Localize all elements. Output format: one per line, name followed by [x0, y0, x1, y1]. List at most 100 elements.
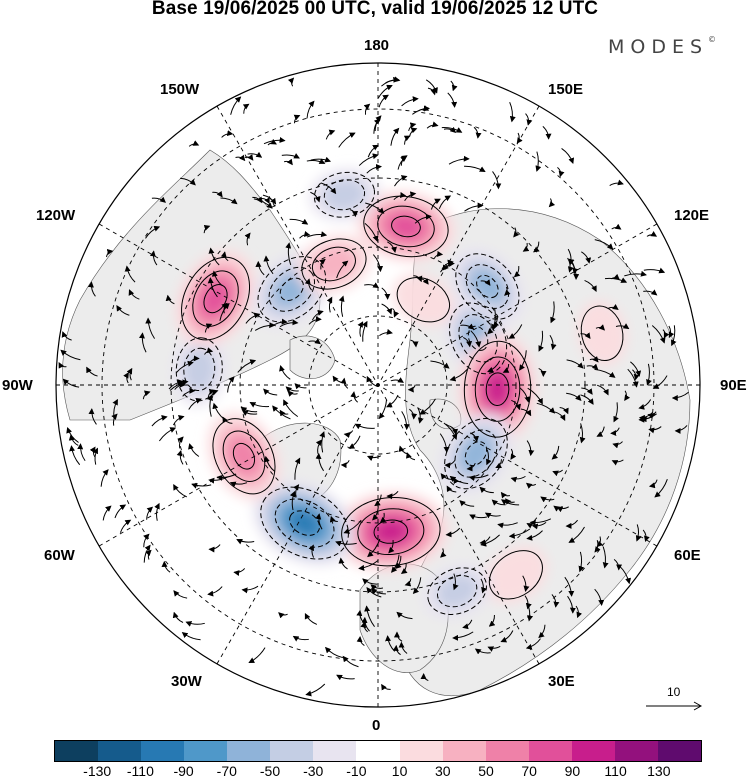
wind-arrow	[439, 433, 450, 453]
wind-arrow	[191, 482, 212, 489]
wind-arrow	[381, 683, 391, 691]
colorbar-ticks: -130 -110 -90 -70 -50 -30 -10 10 30 50 70 90 110 130	[0, 763, 750, 783]
wind-arrow	[646, 363, 652, 386]
wind-arrow	[361, 320, 368, 342]
wind-arrow	[364, 282, 380, 289]
lon-label-120e: 120E	[674, 207, 710, 224]
wind-arrow	[366, 375, 378, 388]
wind-arrow	[394, 175, 408, 187]
wind-arrow	[188, 140, 200, 147]
wind-arrow	[566, 359, 584, 369]
colorbar-segment	[55, 741, 99, 761]
anomaly-contour	[175, 337, 223, 402]
wind-arrow	[207, 394, 213, 417]
wind-arrow	[525, 638, 541, 650]
wind-arrow	[112, 398, 118, 419]
anomaly-contour	[260, 486, 349, 560]
wind-arrow	[69, 445, 81, 466]
wind-arrow	[638, 413, 657, 423]
wind-arrow	[513, 227, 520, 238]
wind-arrow	[580, 394, 594, 405]
wind-arrow	[388, 540, 395, 554]
wind-arrow	[500, 630, 514, 643]
wind-arrow	[343, 430, 354, 438]
wind-arrow	[557, 167, 565, 178]
wind-arrow	[263, 455, 276, 472]
colorbar-tick-label: 50	[478, 763, 494, 779]
wind-arrow	[469, 514, 488, 520]
wind-arrow	[255, 260, 265, 276]
wind-arrow	[211, 270, 223, 287]
wind-arrow	[440, 548, 447, 558]
wind-arrow	[401, 411, 410, 431]
wind-arrow	[236, 538, 255, 545]
wind-arrow	[526, 521, 536, 529]
colorbar-segment	[98, 741, 142, 761]
colorbar-segment	[614, 741, 658, 761]
wind-arrow	[553, 505, 563, 512]
wind-arrow	[519, 350, 527, 371]
wind-arrow	[294, 457, 301, 480]
wind-arrow	[508, 324, 523, 339]
wind-arrow	[338, 295, 345, 317]
wind-arrow	[263, 136, 286, 145]
colorbar-tick-label: -10	[346, 763, 367, 779]
wind-arrow	[208, 476, 229, 484]
wind-arrow	[60, 349, 81, 361]
wind-arrow	[204, 347, 214, 355]
wind-arrow	[305, 683, 326, 697]
wind-arrow	[504, 286, 511, 296]
wind-arrow	[172, 611, 184, 623]
wind-arrow	[203, 224, 211, 234]
wind-vectors	[58, 76, 689, 697]
lon-label-150e: 150E	[548, 81, 584, 98]
wind-arrow	[542, 126, 552, 140]
lon-label-180: 180	[364, 37, 390, 54]
wind-arrow	[418, 105, 430, 112]
wind-arrow	[311, 309, 324, 321]
anomaly-contour	[455, 253, 520, 320]
wind-arrow	[607, 304, 619, 310]
wind-arrow	[326, 296, 333, 313]
wind-arrow	[207, 277, 218, 298]
colorbar-segment	[356, 741, 400, 761]
wind-arrow	[615, 323, 630, 330]
wind-arrow	[648, 479, 658, 489]
wind-arrow	[589, 356, 599, 363]
wind-arrow	[397, 156, 407, 170]
wind-arrow	[487, 360, 501, 373]
wind-arrow	[390, 377, 404, 383]
wind-arrow	[283, 158, 293, 166]
wind-arrow	[221, 302, 228, 314]
wind-arrow	[526, 530, 543, 541]
wind-arrow	[253, 198, 273, 209]
wind-arrow	[357, 321, 364, 337]
wind-arrow	[360, 621, 368, 633]
wind-arrow	[149, 250, 158, 266]
wind-arrow	[568, 526, 585, 543]
wind-arrow	[176, 449, 184, 465]
wind-arrow	[466, 462, 476, 472]
wind-arrow	[452, 631, 474, 641]
colorbar-tick-label: -50	[259, 763, 281, 779]
wind-arrow	[146, 506, 154, 520]
wind-arrow	[390, 127, 400, 146]
wind-arrow	[630, 361, 642, 377]
wind-arrow	[524, 595, 532, 610]
wind-arrow	[419, 398, 436, 415]
wind-arrow	[358, 153, 379, 166]
colorbar-tick-label: 10	[391, 763, 408, 779]
wind-arrow	[420, 673, 429, 682]
wind-arrow	[116, 304, 130, 316]
wind-arrow	[329, 515, 338, 523]
wind-arrow	[584, 279, 597, 292]
wind-arrow	[220, 251, 229, 262]
wind-arrow	[464, 202, 484, 212]
wind-arrow	[306, 158, 326, 164]
lon-label-30e: 30E	[548, 673, 575, 690]
colorbar-segment	[227, 741, 271, 761]
wind-arrow	[430, 360, 450, 369]
wind-arrow	[254, 322, 276, 331]
wind-arrow	[365, 202, 385, 214]
colorbar-tick-label: -130	[83, 763, 112, 779]
